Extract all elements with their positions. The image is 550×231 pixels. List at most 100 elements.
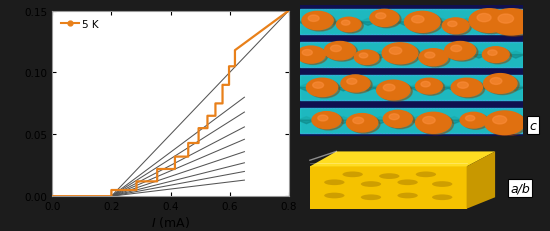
Polygon shape — [458, 121, 475, 124]
Polygon shape — [335, 52, 352, 55]
Polygon shape — [483, 85, 499, 88]
Circle shape — [308, 16, 319, 22]
Circle shape — [346, 79, 357, 85]
Polygon shape — [298, 117, 315, 121]
Polygon shape — [433, 117, 450, 121]
Polygon shape — [372, 55, 389, 59]
Polygon shape — [310, 55, 327, 59]
Polygon shape — [347, 55, 364, 59]
Polygon shape — [421, 117, 438, 121]
Polygon shape — [507, 52, 524, 55]
Polygon shape — [360, 117, 377, 121]
Polygon shape — [409, 52, 426, 55]
Polygon shape — [433, 52, 450, 55]
Circle shape — [384, 45, 420, 66]
Polygon shape — [335, 117, 352, 121]
Polygon shape — [298, 85, 315, 88]
Circle shape — [343, 77, 372, 94]
Polygon shape — [495, 52, 512, 55]
Polygon shape — [470, 19, 487, 23]
Polygon shape — [360, 55, 377, 59]
Circle shape — [389, 114, 399, 120]
Circle shape — [483, 74, 517, 94]
Circle shape — [331, 46, 342, 52]
Circle shape — [487, 113, 527, 136]
Circle shape — [490, 78, 502, 85]
Polygon shape — [360, 85, 377, 88]
Bar — [300, 108, 522, 133]
Ellipse shape — [343, 172, 363, 177]
Polygon shape — [470, 85, 487, 88]
Polygon shape — [433, 55, 450, 59]
Circle shape — [471, 11, 512, 34]
Circle shape — [302, 12, 333, 30]
Circle shape — [342, 21, 350, 26]
Polygon shape — [507, 19, 524, 23]
Polygon shape — [298, 88, 315, 91]
Polygon shape — [458, 23, 475, 26]
Circle shape — [356, 52, 381, 67]
Circle shape — [341, 76, 370, 93]
Circle shape — [389, 48, 402, 55]
Polygon shape — [323, 88, 339, 91]
Circle shape — [296, 47, 326, 64]
Polygon shape — [507, 55, 524, 59]
Polygon shape — [397, 88, 414, 91]
Polygon shape — [495, 85, 512, 88]
Circle shape — [482, 48, 509, 63]
Legend: 5 K: 5 K — [57, 17, 102, 33]
Polygon shape — [372, 85, 389, 88]
Polygon shape — [323, 52, 339, 55]
Polygon shape — [446, 117, 463, 121]
Circle shape — [465, 116, 475, 122]
Circle shape — [306, 79, 338, 97]
Polygon shape — [384, 55, 401, 59]
Polygon shape — [384, 23, 401, 26]
Circle shape — [493, 116, 507, 125]
Circle shape — [304, 14, 336, 32]
Polygon shape — [507, 88, 524, 91]
Polygon shape — [483, 23, 499, 26]
Polygon shape — [483, 52, 499, 55]
Circle shape — [485, 112, 525, 135]
Polygon shape — [495, 23, 512, 26]
Polygon shape — [298, 121, 315, 124]
Circle shape — [447, 44, 478, 62]
Polygon shape — [384, 121, 401, 124]
Circle shape — [411, 16, 424, 24]
Circle shape — [386, 112, 415, 129]
Polygon shape — [397, 117, 414, 121]
Polygon shape — [347, 121, 364, 124]
Circle shape — [372, 12, 401, 29]
Ellipse shape — [379, 173, 399, 179]
Circle shape — [448, 22, 457, 27]
Circle shape — [423, 117, 435, 124]
Polygon shape — [470, 121, 487, 124]
Circle shape — [418, 80, 444, 96]
Polygon shape — [347, 85, 364, 88]
Circle shape — [404, 12, 440, 33]
Polygon shape — [397, 52, 414, 55]
Polygon shape — [372, 121, 389, 124]
Polygon shape — [458, 19, 475, 23]
Polygon shape — [470, 52, 487, 55]
Ellipse shape — [361, 195, 381, 200]
Polygon shape — [409, 19, 426, 23]
Polygon shape — [458, 85, 475, 88]
Polygon shape — [310, 121, 327, 124]
Polygon shape — [384, 88, 401, 91]
Polygon shape — [483, 117, 499, 121]
Circle shape — [349, 116, 380, 134]
Circle shape — [460, 113, 487, 128]
Polygon shape — [446, 55, 463, 59]
Circle shape — [339, 19, 363, 34]
Polygon shape — [466, 152, 495, 209]
Polygon shape — [409, 85, 426, 88]
Circle shape — [309, 80, 340, 98]
Polygon shape — [507, 117, 524, 121]
Text: a/b: a/b — [510, 181, 530, 194]
Polygon shape — [507, 121, 524, 124]
Polygon shape — [298, 23, 315, 26]
Polygon shape — [446, 85, 463, 88]
X-axis label: $\it{I}$ (mA): $\it{I}$ (mA) — [151, 214, 190, 229]
